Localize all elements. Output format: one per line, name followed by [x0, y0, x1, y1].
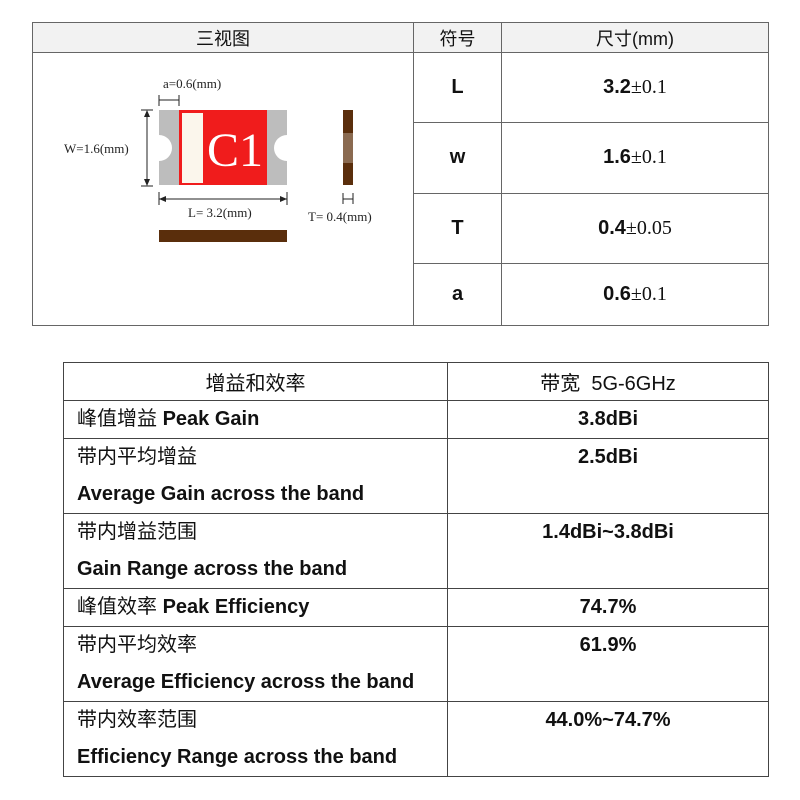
metric-name-cell: 带内平均增益 Average Gain across the band	[63, 438, 448, 514]
header-three-view: 三视图	[32, 22, 414, 53]
table-row: 带内平均效率 Average Efficiency across the band…	[63, 626, 769, 702]
size-cell: 0.4±0.05	[501, 192, 769, 264]
table-row: T 0.4±0.05	[33, 192, 769, 264]
header-symbol: 符号	[413, 22, 502, 53]
metric-name-zh: 带内平均效率	[77, 634, 197, 656]
chip-electrode-right	[265, 110, 287, 185]
bottom-view	[159, 230, 287, 242]
metric-name-cell: 带内平均效率 Average Efficiency across the band	[63, 626, 448, 702]
metric-name-zh: 峰值效率	[77, 596, 157, 618]
metric-name-zh: 峰值增益	[77, 408, 157, 430]
metric-name-zh: 带内效率范围	[77, 709, 197, 731]
metric-name-zh: 带内平均增益	[77, 446, 197, 468]
table-row: w 1.6±0.1	[33, 122, 769, 194]
dimensions-header-row: 三视图 符号 尺寸(mm)	[32, 22, 769, 53]
symbol-cell: T	[413, 192, 502, 264]
three-view-diagram-cell: C1 a=0.6(mm) W=1.6(mm) L= 3.2(mm)	[32, 52, 414, 326]
metric-value: 2.5dBi	[447, 438, 769, 514]
size-cell: 3.2±0.1	[501, 51, 769, 124]
table-row: 带内增益范围 Gain Range across the band 1.4dBi~…	[63, 513, 769, 589]
chip-polarity-stripe	[182, 113, 203, 183]
w-dimension-label: W=1.6(mm)	[64, 141, 129, 156]
size-tolerance: ±0.1	[630, 76, 667, 99]
size-nominal: 0.4	[598, 216, 626, 239]
metric-name-en: Average Gain across the band	[77, 483, 365, 505]
metric-value: 44.0%~74.7%	[447, 701, 769, 777]
metric-name-en: Gain Range across the band	[77, 558, 348, 580]
three-view-diagram: C1 a=0.6(mm) W=1.6(mm) L= 3.2(mm)	[64, 76, 372, 242]
symbol-cell: a	[413, 262, 502, 327]
size-cell: 0.6±0.1	[501, 262, 769, 327]
size-cell: 1.6±0.1	[501, 122, 769, 194]
metric-name-cell: 带内增益范围 Gain Range across the band	[63, 513, 448, 589]
metric-name-en: Peak Efficiency	[162, 596, 310, 618]
metric-name-cell: 峰值效率 Peak Efficiency	[63, 588, 448, 627]
size-tolerance: ±0.05	[625, 216, 672, 239]
performance-header-row: 增益和效率 带宽 5G-6GHz	[63, 362, 769, 401]
header-gain-efficiency: 增益和效率	[63, 362, 448, 401]
metric-name-cell: 带内效率范围 Efficiency Range across the band	[63, 701, 448, 777]
t-dimension-label: T= 0.4(mm)	[308, 209, 372, 224]
size-nominal: 0.6	[603, 282, 631, 305]
size-nominal: 1.6	[603, 146, 631, 169]
symbol-cell: L	[413, 51, 502, 124]
a-dimension-label: a=0.6(mm)	[163, 76, 221, 91]
chip-label: C1	[207, 124, 263, 177]
size-nominal: 3.2	[603, 76, 631, 99]
size-tolerance: ±0.1	[630, 282, 667, 305]
size-tolerance: ±0.1	[630, 146, 667, 169]
l-dimension-label: L= 3.2(mm)	[188, 205, 252, 220]
metric-name-cell: 峰值增益 Peak Gain	[63, 400, 448, 439]
table-row: 峰值增益 Peak Gain 3.8dBi	[63, 400, 769, 439]
chip-electrode-left	[159, 110, 181, 185]
metric-name-en: Average Efficiency across the band	[77, 671, 415, 693]
symbol-cell: w	[413, 122, 502, 194]
dimensions-table: 三视图 符号 尺寸(mm) C1 a=0.6(mm) W=1.6(mm)	[32, 22, 769, 327]
table-row: 带内平均增益 Average Gain across the band 2.5dB…	[63, 438, 769, 514]
table-row: a 0.6±0.1	[33, 262, 769, 327]
table-row: C1 a=0.6(mm) W=1.6(mm) L= 3.2(mm)	[32, 51, 769, 326]
header-size: 尺寸(mm)	[501, 22, 769, 53]
metric-name-en: Efficiency Range across the band	[77, 746, 398, 768]
metric-name-en: Peak Gain	[162, 408, 260, 430]
table-row: 峰值效率 Peak Efficiency 74.7%	[63, 588, 769, 627]
performance-table: 增益和效率 带宽 5G-6GHz 峰值增益 Peak Gain 3.8dBi 带内…	[63, 362, 769, 777]
header-bandwidth: 带宽 5G-6GHz	[447, 362, 769, 401]
metric-value: 74.7%	[447, 588, 769, 627]
metric-value: 1.4dBi~3.8dBi	[447, 513, 769, 589]
metric-value: 3.8dBi	[447, 400, 769, 439]
table-row: 带内效率范围 Efficiency Range across the band 4…	[63, 701, 769, 777]
metric-value: 61.9%	[447, 626, 769, 702]
metric-name-zh: 带内增益范围	[77, 521, 197, 543]
